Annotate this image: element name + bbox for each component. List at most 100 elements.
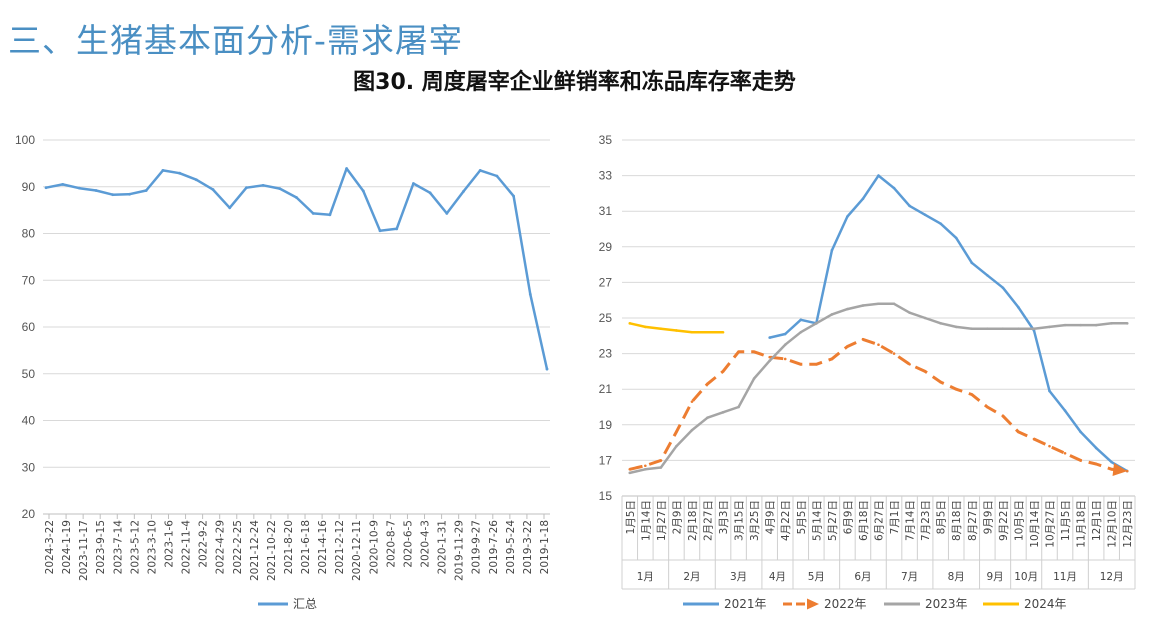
left-data-point <box>412 182 415 185</box>
right-x-tick-label: 3月25日 <box>749 500 761 541</box>
right-x-tick-label: 6月27日 <box>874 500 886 541</box>
right-x-tick-label: 10月27日 <box>1045 500 1057 548</box>
right-y-tick-label: 19 <box>599 418 613 432</box>
right-data-point <box>1110 468 1113 471</box>
right-data-point <box>721 330 725 334</box>
right-data-point <box>783 332 787 336</box>
right-x-group-label: 10月 <box>1014 571 1038 583</box>
right-x-group-label: 1月 <box>637 571 654 583</box>
left-data-point <box>495 174 499 178</box>
right-data-point <box>846 345 849 348</box>
right-x-tick-label: 6月18日 <box>858 500 870 541</box>
left-x-tick-label: 2020-1-31 <box>437 520 449 574</box>
right-data-point <box>1032 327 1036 330</box>
left-x-tick-label: 2020-8-7 <box>385 520 397 568</box>
right-data-point <box>1094 323 1098 327</box>
left-data-point <box>178 171 182 175</box>
left-y-tick-label: 80 <box>22 227 36 241</box>
left-data-point <box>378 229 382 233</box>
left-data-point <box>478 168 482 172</box>
right-x-tick-label: 8月18日 <box>951 500 963 541</box>
right-data-point <box>939 380 942 384</box>
right-x-tick-label: 7月23日 <box>920 500 932 541</box>
right-x-tick-label: 6月9日 <box>842 500 854 534</box>
right-data-point <box>1079 323 1082 327</box>
right-data-point <box>1017 306 1020 309</box>
left-y-tick-label: 70 <box>22 273 36 287</box>
right-data-point <box>783 357 787 361</box>
left-x-tick-label: 2023-9-15 <box>95 520 107 574</box>
left-x-tick-label: 2020-6-5 <box>402 520 414 568</box>
left-data-point <box>44 186 48 190</box>
right-data-point <box>908 311 911 314</box>
section-title: 三、生猪基本面分析-需求屠宰 <box>8 21 463 60</box>
right-legend-arrowhead <box>807 598 819 610</box>
right-data-point <box>1001 286 1005 290</box>
left-data-point <box>278 187 282 191</box>
right-data-point <box>892 302 896 306</box>
right-data-point <box>706 382 709 386</box>
left-x-tick-label: 2023-1-6 <box>163 520 175 568</box>
left-x-tick-label: 2020-10-9 <box>368 520 380 574</box>
left-x-tick-label: 2024-1-19 <box>61 520 73 574</box>
left-y-tick-label: 100 <box>15 133 35 147</box>
right-data-point <box>1125 469 1129 473</box>
right-data-point <box>892 352 896 355</box>
left-data-point <box>61 183 65 186</box>
right-y-tick-label: 31 <box>599 204 613 218</box>
right-data-point <box>690 428 694 432</box>
right-data-point <box>830 313 834 316</box>
right-data-point <box>923 370 927 373</box>
right-data-point <box>877 343 880 347</box>
right-x-group-label: 7月 <box>901 571 918 583</box>
right-data-point <box>1063 323 1067 327</box>
right-x-tick-label: 10月14日 <box>1029 500 1041 548</box>
right-data-point <box>815 322 818 325</box>
right-x-tick-label: 12月23日 <box>1122 500 1134 548</box>
right-y-tick-label: 35 <box>599 133 613 147</box>
left-y-tick-label: 40 <box>22 414 36 428</box>
right-y-tick-label: 17 <box>599 453 613 467</box>
left-data-point <box>512 194 515 198</box>
right-data-point <box>1001 414 1005 418</box>
left-x-tick-label: 2021-10-22 <box>266 520 278 581</box>
right-data-point <box>799 362 803 366</box>
right-x-group-label: 12月 <box>1100 571 1124 583</box>
left-x-tick-label: 2020-4-3 <box>420 520 432 568</box>
right-x-tick-label: 7月1日 <box>889 500 901 534</box>
left-data-point <box>144 189 148 192</box>
left-x-tick-label: 2021-8-20 <box>283 520 295 574</box>
right-data-point <box>892 186 896 190</box>
right-data-point <box>861 197 865 201</box>
right-data-point <box>861 304 865 307</box>
right-data-point <box>768 336 771 339</box>
left-x-tick-label: 2023-11-17 <box>78 520 90 581</box>
left-data-point <box>245 186 248 190</box>
left-data-point <box>428 191 432 195</box>
right-data-point <box>1048 389 1051 393</box>
right-x-tick-label: 8月27日 <box>967 500 979 541</box>
left-data-point <box>345 167 348 170</box>
left-data-point <box>361 189 365 193</box>
right-x-tick-label: 10月5日 <box>1013 500 1025 541</box>
left-y-tick-label: 30 <box>22 460 36 474</box>
left-x-tick-label: 2019-9-27 <box>471 520 483 574</box>
right-data-point <box>737 405 740 409</box>
left-data-point <box>94 189 98 192</box>
right-y-tick-label: 27 <box>599 275 613 289</box>
right-data-point <box>799 318 803 322</box>
right-y-tick-label: 25 <box>599 311 613 325</box>
left-x-tick-label: 2019-1-18 <box>539 520 551 574</box>
right-x-group-label: 4月 <box>769 571 786 583</box>
right-data-point <box>815 362 818 366</box>
left-x-tick-label: 2022-9-2 <box>198 520 210 568</box>
right-data-point <box>799 330 803 334</box>
left-x-tick-label: 2023-3-10 <box>146 520 158 574</box>
right-x-tick-label: 3月3日 <box>718 500 730 534</box>
right-legend-label: 2024年 <box>1024 597 1067 611</box>
right-data-point <box>690 330 694 334</box>
right-data-point <box>923 316 927 320</box>
right-x-group-label: 2月 <box>683 571 700 583</box>
right-data-point <box>986 273 989 277</box>
left-data-point <box>111 193 115 197</box>
